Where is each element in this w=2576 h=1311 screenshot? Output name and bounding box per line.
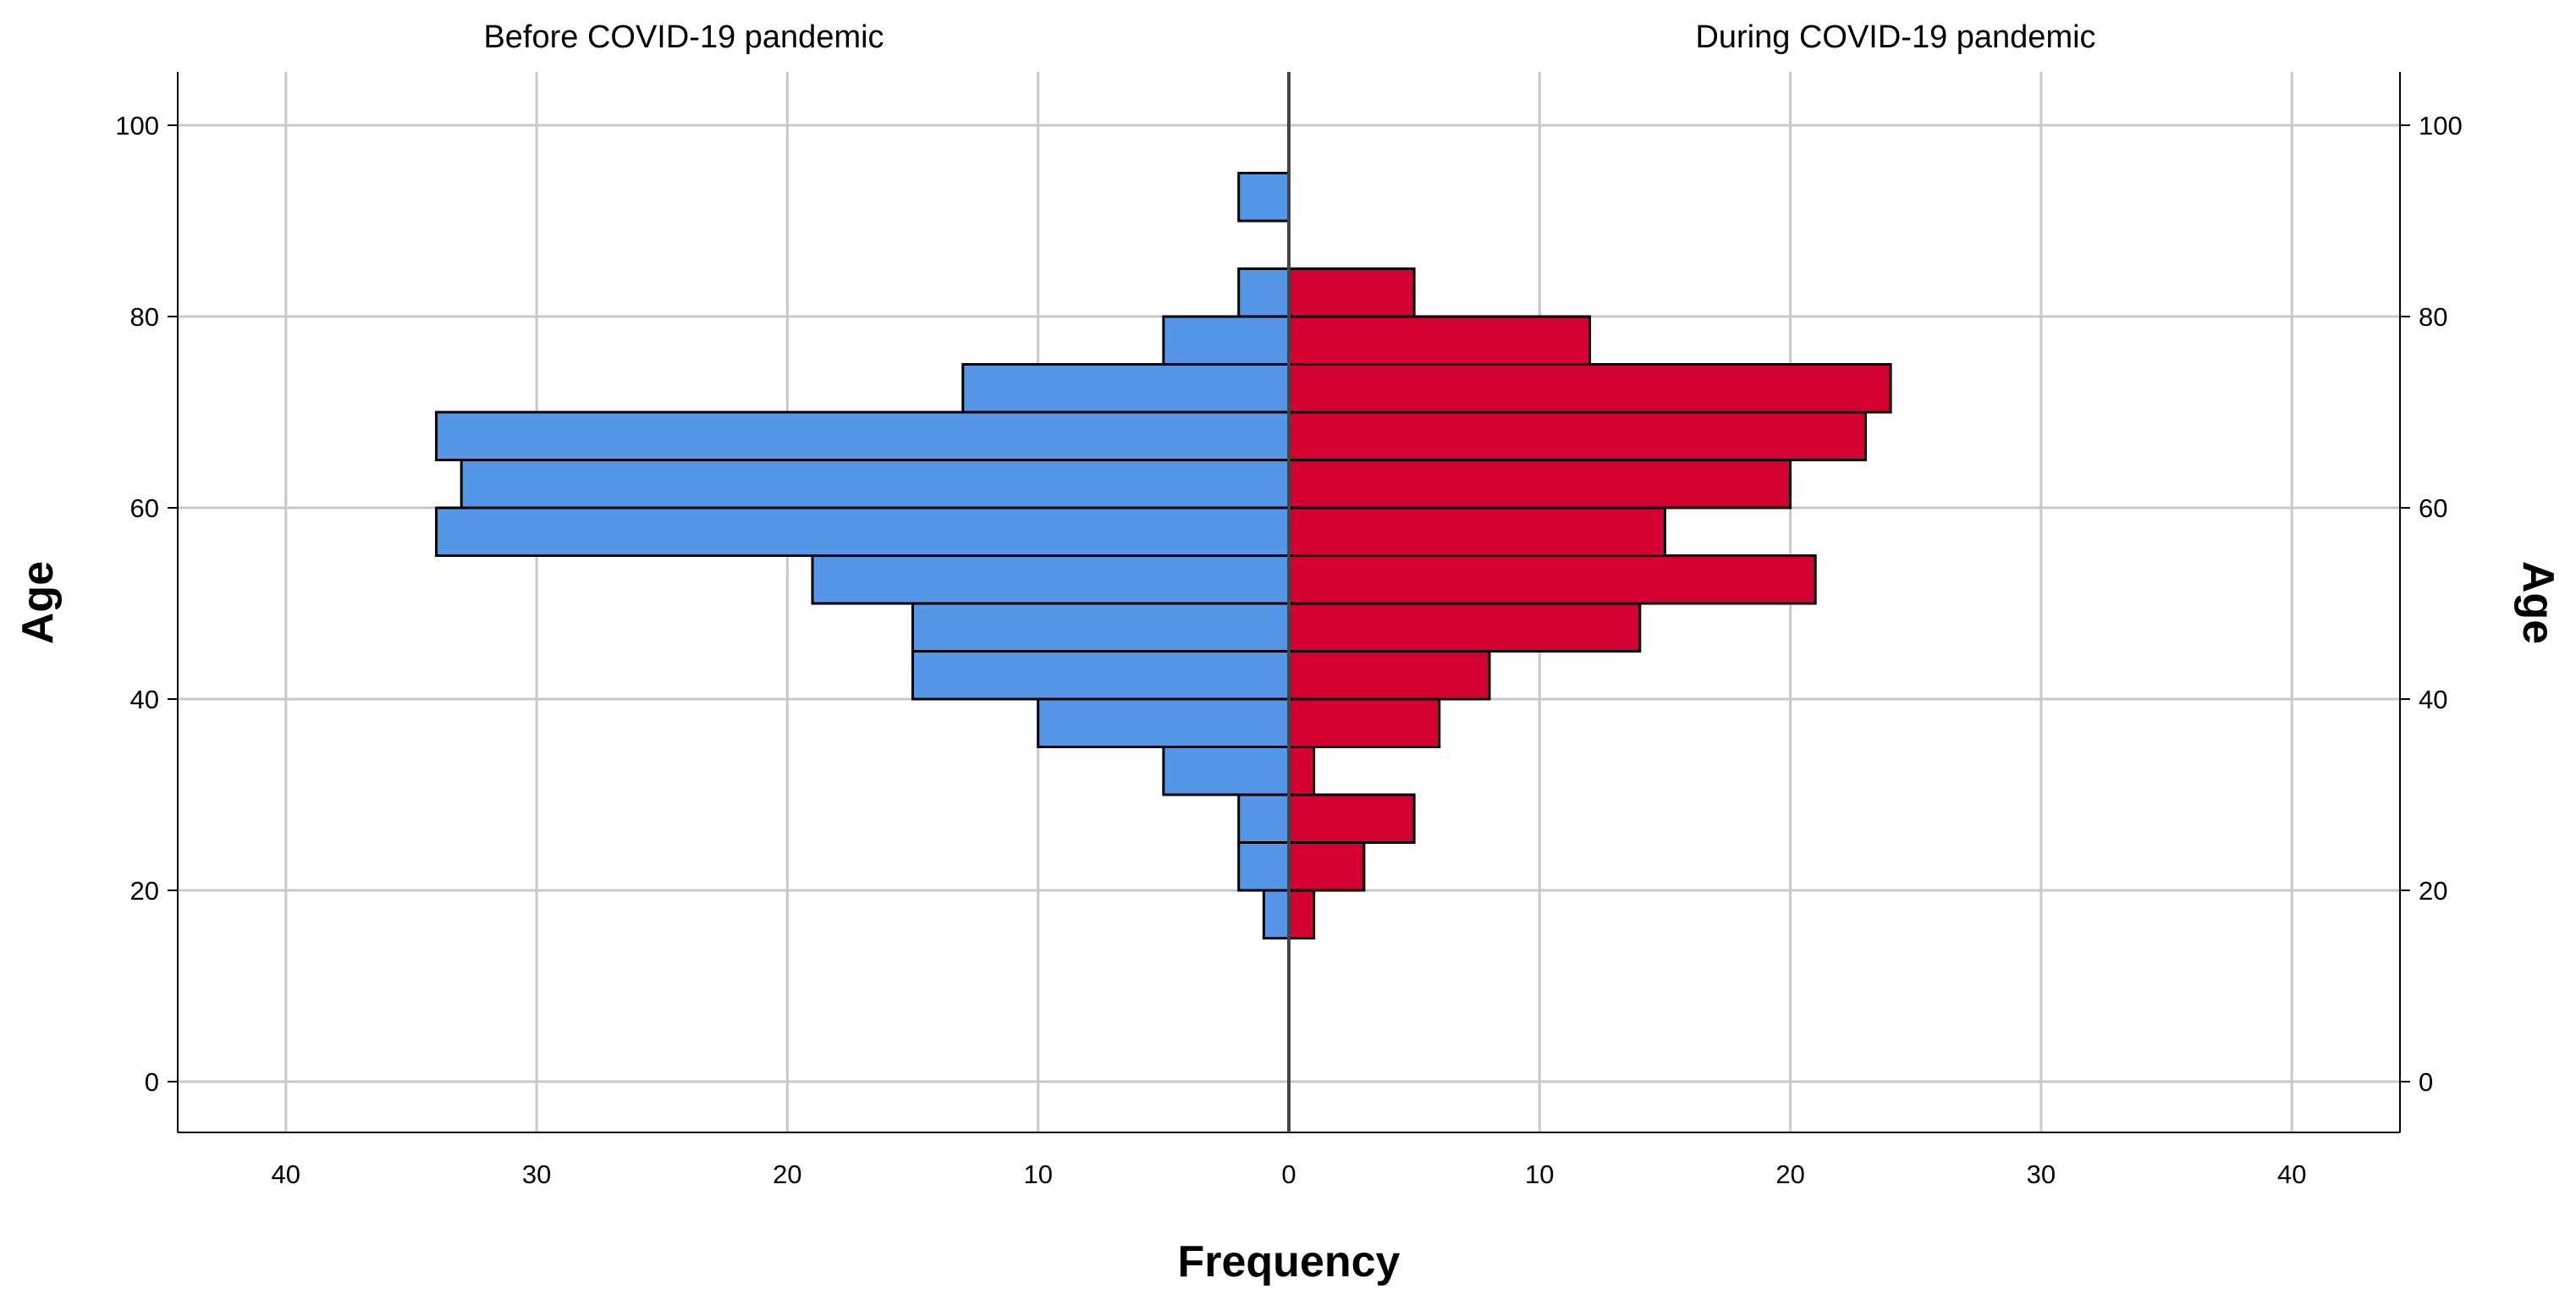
bar-left-80 [1237,267,1291,318]
bar-right-65 [1287,410,1867,461]
xtick-label-left-20: 20 [773,1160,801,1189]
y-axis-title-left: Age [14,561,63,644]
xtick-label-left-40: 40 [272,1160,300,1189]
bar-left-15 [1262,889,1291,939]
bar-left-55 [435,506,1291,557]
xtick-label-left-30: 30 [522,1160,551,1189]
bar-right-70 [1287,363,1892,414]
xtick-label-right-40: 40 [2277,1160,2306,1189]
xtick-label-right-20: 20 [1775,1160,1804,1189]
panel-title-before: Before COVID-19 pandemic [483,19,883,55]
xtick-label-right-30: 30 [2027,1160,2056,1189]
ytick-label-right-60: 60 [2419,493,2447,523]
xtick-label-left-0: 0 [1281,1160,1296,1189]
bar-right-25 [1287,793,1416,844]
bar-left-60 [460,459,1291,510]
x-axis-title: Frequency [1178,1237,1401,1286]
ytick-label-left-80: 80 [130,302,159,332]
bar-left-75 [1162,315,1291,366]
bar-left-35 [1037,697,1291,748]
bar-right-50 [1287,554,1817,605]
bar-right-20 [1287,841,1366,892]
bars [435,172,1892,939]
ytick-label-left-20: 20 [130,876,159,906]
bar-right-30 [1287,746,1316,796]
ytick-label-left-40: 40 [130,685,159,714]
ytick-label-left-100: 100 [115,111,159,140]
ytick-label-right-80: 80 [2419,302,2447,332]
bar-right-45 [1287,602,1642,653]
axes [168,72,2410,1133]
bar-left-90 [1237,172,1291,223]
bar-left-65 [435,410,1291,461]
panel-title-during: During COVID-19 pandemic [1695,19,2095,55]
ytick-label-right-40: 40 [2419,685,2447,714]
bar-right-80 [1287,267,1416,318]
bar-left-40 [911,650,1291,701]
bar-left-50 [811,554,1291,605]
bar-right-55 [1287,506,1666,557]
bar-right-75 [1287,315,1592,366]
bar-left-25 [1237,793,1291,844]
bar-right-60 [1287,459,1792,510]
ytick-label-left-0: 0 [145,1067,159,1097]
labels: Before COVID-19 pandemic During COVID-19… [14,19,2562,1286]
bar-right-15 [1287,889,1316,939]
bar-left-30 [1162,746,1291,796]
y-axis-title-right: Age [2513,561,2562,644]
bar-left-70 [961,363,1291,414]
ytick-label-left-60: 60 [130,493,159,523]
ytick-label-right-100: 100 [2419,111,2463,140]
bar-right-35 [1287,697,1441,748]
bar-left-20 [1237,841,1291,892]
ytick-label-right-20: 20 [2419,876,2447,906]
ytick-label-right-0: 0 [2419,1067,2433,1097]
bar-left-45 [911,602,1291,653]
xtick-label-right-10: 10 [1525,1160,1554,1189]
bar-right-40 [1287,650,1491,701]
xtick-label-left-10: 10 [1023,1160,1052,1189]
